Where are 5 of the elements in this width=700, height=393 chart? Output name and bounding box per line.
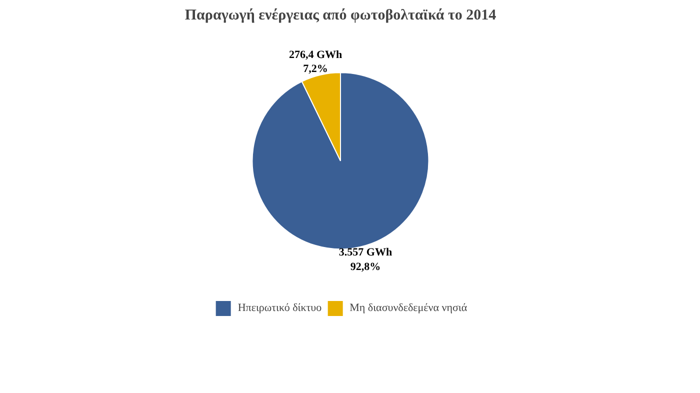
- legend-label: Ηπειρωτικό δίκτυο: [238, 302, 322, 314]
- chart-title: Παραγωγή ενέργειας από φωτοβολταϊκά το 2014: [184, 8, 497, 24]
- legend-label: Μη διασυνδεδεμένα νησιά: [350, 302, 468, 314]
- data-label: 276,4 GWh 7,2%: [288, 48, 342, 76]
- data-label: 3.557 GWh 92,8%: [338, 246, 392, 273]
